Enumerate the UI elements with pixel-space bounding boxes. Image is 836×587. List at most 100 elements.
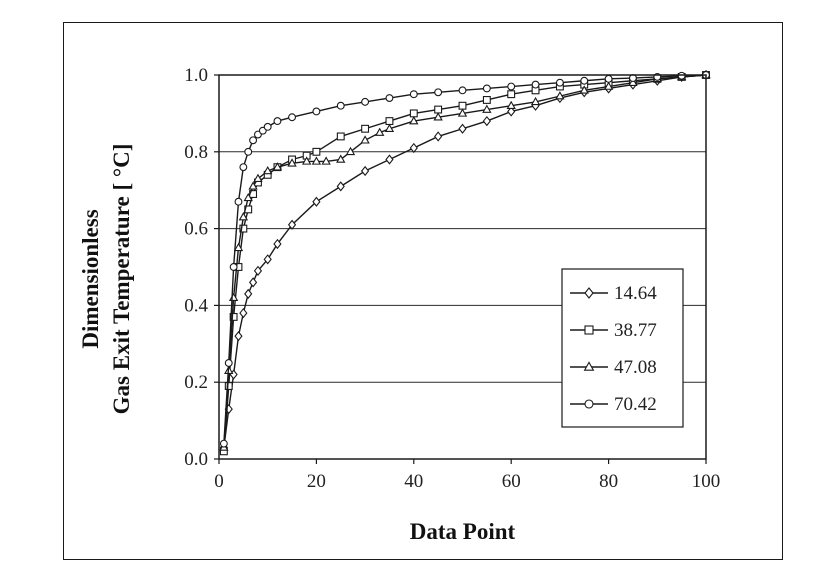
data-point-47.08 — [243, 192, 253, 202]
data-point-38.77 — [507, 90, 516, 99]
x-tick-label: 80 — [599, 471, 618, 492]
data-point-47.08 — [287, 158, 297, 167]
y-tick-label: 0.6 — [184, 219, 208, 240]
data-point-47.08 — [409, 116, 419, 125]
data-point-70.42 — [239, 163, 248, 172]
series-layer — [219, 69, 711, 456]
y-tick-label: 0.8 — [184, 142, 208, 163]
plot-area-border — [218, 74, 707, 460]
data-point-70.42 — [434, 88, 443, 97]
data-point-14.64 — [234, 330, 243, 342]
data-point-70.42 — [234, 197, 243, 206]
data-point-14.64 — [360, 165, 370, 177]
data-point-38.77 — [434, 105, 443, 114]
data-point-70.42 — [361, 97, 370, 106]
data-point-14.64 — [385, 154, 394, 165]
chart-frame: 0.0 0.2 0.4 0.6 0.8 1.0 0 20 40 60 80 100 Data Poin… — [63, 22, 783, 560]
data-point-70.42 — [224, 359, 233, 367]
legend-item-38.77: 38.77 — [570, 320, 657, 341]
axis-layer: 0.0 0.2 0.4 0.6 0.8 1.0 0 20 40 60 80 100 — [184, 65, 720, 492]
data-point-14.64 — [287, 219, 297, 230]
data-point-70.42 — [507, 82, 516, 91]
data-point-47.08 — [321, 156, 331, 165]
y-tick-label: 1.0 — [184, 65, 208, 86]
x-tick-label: 20 — [307, 471, 326, 492]
data-point-14.64 — [458, 123, 467, 134]
data-point-14.64 — [312, 196, 321, 207]
data-point-70.42 — [555, 78, 564, 87]
data-point-47.08 — [506, 100, 516, 109]
data-point-70.42 — [482, 84, 491, 93]
data-point-47.08 — [263, 165, 273, 175]
legend: 14.64 38.77 47.08 70.42 — [561, 268, 684, 428]
data-point-38.77 — [458, 101, 467, 110]
data-point-47.08 — [433, 112, 443, 121]
data-point-14.64 — [263, 254, 272, 265]
data-point-14.64 — [239, 307, 248, 319]
series-line-14.64 — [223, 74, 707, 448]
data-point-47.08 — [345, 146, 356, 156]
data-point-70.42 — [219, 439, 228, 448]
y-axis-title-line-1: Dimensionless — [78, 209, 103, 348]
data-point-14.64 — [482, 115, 491, 127]
data-point-70.42 — [604, 74, 613, 83]
data-point-70.42 — [580, 76, 589, 85]
legend-marker — [583, 361, 595, 371]
data-point-47.08 — [375, 127, 385, 136]
data-point-47.08 — [253, 173, 263, 182]
chart: 0.0 0.2 0.4 0.6 0.8 1.0 0 20 40 60 80 100 Data Poin… — [78, 65, 720, 544]
data-point-47.08 — [579, 85, 589, 94]
data-point-47.08 — [301, 156, 312, 165]
data-point-38.77 — [361, 124, 370, 133]
data-point-70.42 — [531, 80, 540, 89]
x-tick-label: 60 — [502, 471, 521, 492]
data-point-47.08 — [384, 123, 395, 133]
y-tick-label: 0.0 — [184, 449, 208, 470]
data-point-70.42 — [409, 90, 418, 99]
data-point-70.42 — [244, 147, 253, 156]
data-point-47.08 — [530, 96, 541, 106]
data-point-70.42 — [288, 113, 297, 122]
legend-label: 38.77 — [614, 320, 657, 341]
data-point-38.77 — [385, 117, 394, 126]
data-point-47.08 — [336, 154, 346, 163]
data-point-47.08 — [233, 242, 244, 252]
legend-label: 14.64 — [614, 283, 657, 304]
legend-label: 47.08 — [614, 357, 657, 378]
data-point-70.42 — [273, 117, 282, 126]
data-point-70.42 — [249, 136, 258, 145]
series-70.42 — [219, 71, 710, 448]
data-point-14.64 — [336, 181, 345, 192]
x-axis-title: Data Point — [410, 519, 516, 544]
legend-marker — [584, 399, 594, 409]
data-point-47.08 — [311, 156, 322, 165]
data-point-70.42 — [312, 107, 321, 116]
legend-box — [561, 268, 684, 428]
data-point-14.64 — [273, 238, 282, 250]
data-point-38.77 — [224, 382, 233, 390]
data-point-47.08 — [482, 104, 492, 113]
legend-item-70.42: 70.42 — [570, 394, 657, 415]
y-tick-label: 0.4 — [184, 295, 208, 316]
data-point-47.08 — [628, 77, 638, 86]
legend-label: 70.42 — [614, 394, 657, 415]
data-point-38.77 — [409, 109, 418, 118]
data-point-38.77 — [312, 147, 321, 156]
x-tick-label: 0 — [214, 471, 224, 492]
x-tick-label: 100 — [692, 471, 721, 492]
data-point-14.64 — [253, 265, 263, 276]
data-point-70.42 — [677, 71, 686, 80]
legend-item-14.64: 14.64 — [570, 283, 657, 304]
data-point-47.08 — [238, 212, 249, 221]
data-point-70.42 — [229, 263, 238, 271]
data-point-70.42 — [263, 122, 272, 131]
legend-item-47.08: 47.08 — [570, 357, 657, 378]
legend-marker — [584, 287, 594, 299]
data-point-70.42 — [385, 94, 394, 102]
data-point-38.77 — [239, 224, 248, 233]
data-point-70.42 — [458, 86, 467, 95]
data-point-14.64 — [507, 106, 516, 117]
data-point-38.77 — [229, 312, 238, 321]
y-axis-title-line-2: Gas Exit Temperature [ °C] — [109, 144, 134, 415]
data-point-38.77 — [482, 96, 491, 104]
